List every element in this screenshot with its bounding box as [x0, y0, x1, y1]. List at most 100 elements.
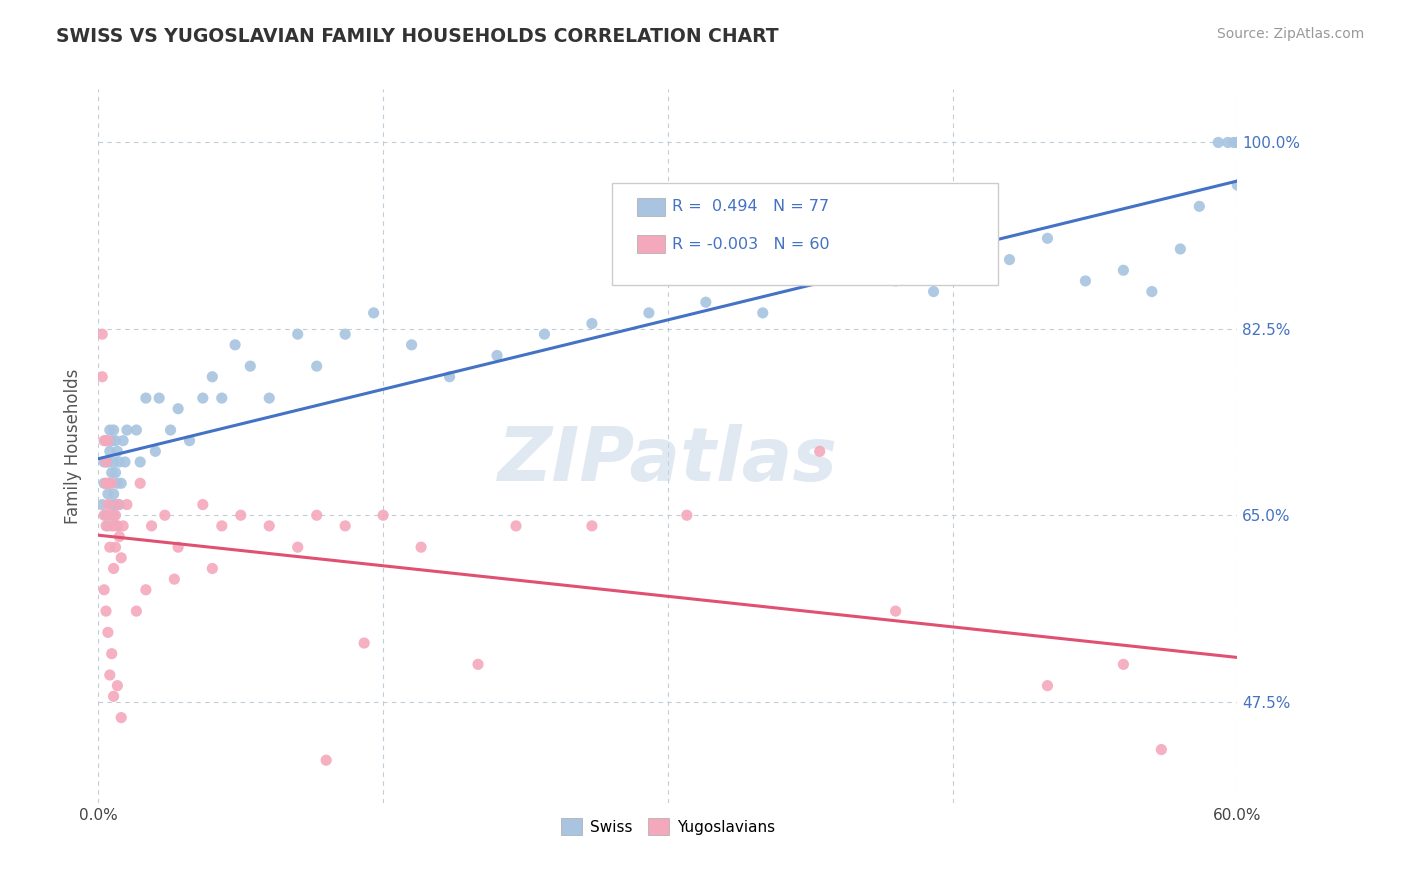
Point: [1170, 242, 1192, 256]
Point: [107, 444, 129, 458]
Point: [94, 434, 117, 448]
Point: [401, 338, 423, 352]
Point: [229, 508, 252, 523]
Point: [98, 668, 121, 682]
Point: [335, 327, 357, 342]
Point: [581, 519, 603, 533]
Point: [411, 540, 433, 554]
Text: Source: ZipAtlas.com: Source: ZipAtlas.com: [1216, 27, 1364, 41]
Point: [97, 519, 120, 533]
Point: [335, 519, 357, 533]
Point: [201, 561, 224, 575]
Point: [1226, 136, 1249, 150]
Point: [148, 391, 170, 405]
Point: [371, 508, 394, 523]
Point: [1226, 136, 1249, 150]
Point: [259, 519, 281, 533]
Point: [94, 604, 117, 618]
Point: [363, 306, 385, 320]
Point: [129, 455, 152, 469]
Point: [1036, 231, 1059, 245]
Point: [1150, 742, 1173, 756]
Point: [129, 476, 152, 491]
Point: [211, 391, 233, 405]
Point: [153, 508, 176, 523]
Point: [1222, 136, 1244, 150]
Point: [179, 434, 201, 448]
Point: [100, 498, 122, 512]
Point: [104, 540, 127, 554]
Point: [1074, 274, 1097, 288]
Point: [135, 582, 157, 597]
Point: [93, 434, 115, 448]
Point: [884, 604, 907, 618]
Point: [103, 423, 125, 437]
Point: [1036, 679, 1059, 693]
Point: [167, 401, 190, 416]
Point: [103, 487, 125, 501]
Point: [108, 529, 131, 543]
Point: [167, 540, 190, 554]
Point: [305, 359, 328, 373]
Point: [108, 498, 131, 512]
Point: [98, 540, 121, 554]
Point: [287, 327, 309, 342]
Point: [94, 476, 117, 491]
Point: [97, 434, 120, 448]
Point: [1188, 199, 1211, 213]
Point: [224, 338, 246, 352]
Point: [752, 306, 775, 320]
Point: [100, 647, 122, 661]
Point: [97, 455, 120, 469]
Point: [94, 455, 117, 469]
Point: [305, 508, 328, 523]
Point: [100, 434, 122, 448]
Point: [91, 369, 114, 384]
Point: [103, 519, 125, 533]
Point: [103, 561, 125, 575]
Point: [104, 498, 127, 512]
Point: [98, 476, 121, 491]
Point: [107, 498, 129, 512]
Point: [110, 710, 132, 724]
Point: [315, 753, 337, 767]
Point: [93, 476, 115, 491]
Point: [91, 327, 114, 342]
Point: [107, 679, 129, 693]
Point: [98, 423, 121, 437]
Point: [115, 498, 138, 512]
Point: [1226, 136, 1249, 150]
Point: [467, 657, 489, 672]
Point: [353, 636, 375, 650]
Point: [145, 444, 167, 458]
Point: [125, 604, 148, 618]
Point: [107, 519, 129, 533]
Point: [998, 252, 1021, 267]
Point: [97, 498, 120, 512]
Text: R =  0.494   N = 77: R = 0.494 N = 77: [672, 200, 830, 214]
Point: [94, 508, 117, 523]
Point: [97, 625, 120, 640]
Point: [107, 519, 129, 533]
Point: [100, 519, 122, 533]
Point: [1112, 657, 1135, 672]
Point: [93, 455, 115, 469]
Point: [922, 285, 945, 299]
Point: [259, 391, 281, 405]
Point: [91, 498, 114, 512]
Point: [110, 476, 132, 491]
Y-axis label: Family Households: Family Households: [65, 368, 83, 524]
Point: [103, 455, 125, 469]
Point: [191, 498, 214, 512]
Point: [960, 263, 983, 277]
Point: [211, 519, 233, 533]
Point: [115, 423, 138, 437]
Point: [638, 306, 661, 320]
Point: [1226, 178, 1249, 192]
Point: [695, 295, 717, 310]
Point: [94, 519, 117, 533]
Point: [110, 550, 132, 565]
Point: [98, 508, 121, 523]
Point: [125, 423, 148, 437]
Point: [135, 391, 157, 405]
